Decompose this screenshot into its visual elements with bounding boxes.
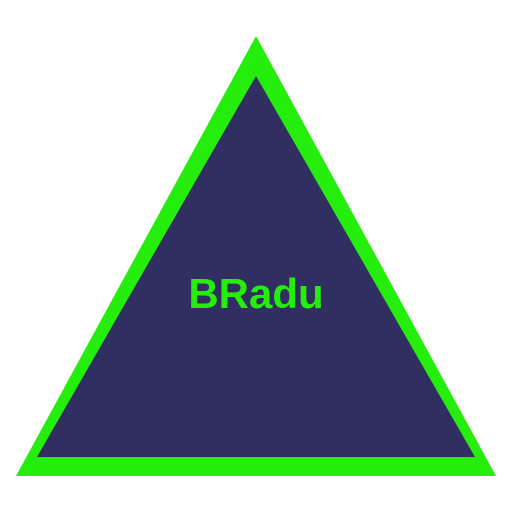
logo-text: BRadu <box>188 270 323 317</box>
triangle-fill <box>37 76 475 457</box>
